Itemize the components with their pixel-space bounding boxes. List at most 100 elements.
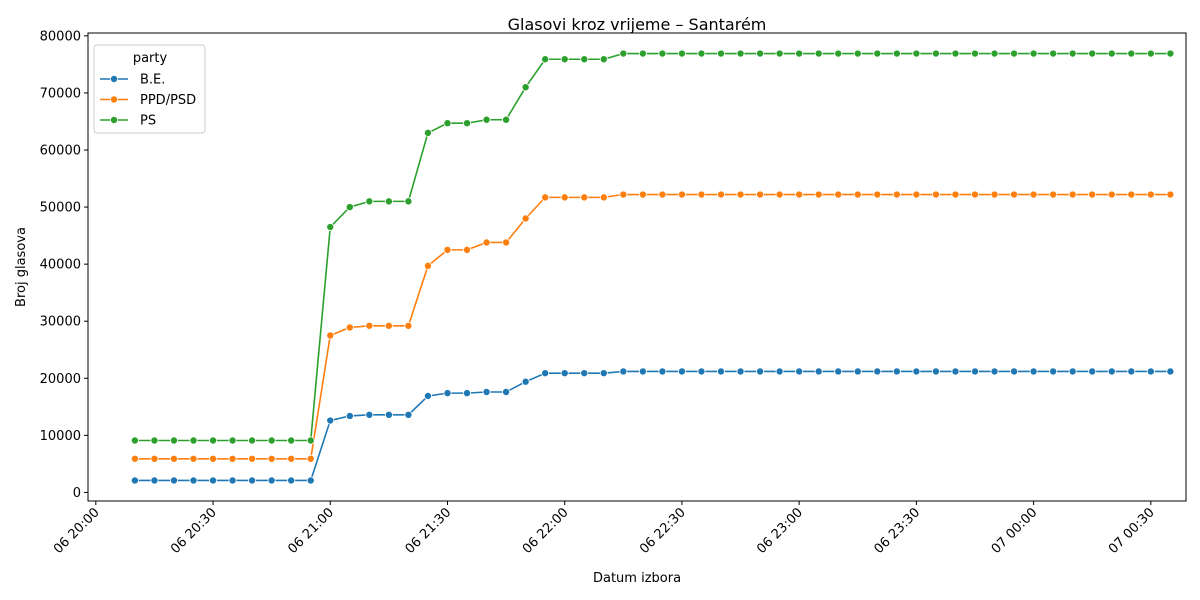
data-point (326, 416, 335, 425)
data-point (756, 367, 765, 376)
data-point (1029, 367, 1038, 376)
y-tick-label: 30000 (40, 315, 81, 330)
series-line (134, 370, 1171, 482)
data-point (1049, 367, 1058, 376)
x-tick-label: 06 22:30 (637, 505, 689, 557)
series-b-e (130, 367, 1175, 485)
data-point (1088, 190, 1097, 199)
data-point (306, 436, 315, 445)
data-point (736, 49, 745, 58)
data-point (795, 49, 804, 58)
data-point (619, 49, 628, 58)
data-point (931, 367, 940, 376)
data-point (970, 367, 979, 376)
data-point (189, 454, 198, 463)
x-tick-label: 07 00:30 (1106, 505, 1158, 557)
data-point (228, 476, 237, 485)
data-point (912, 367, 921, 376)
data-point (189, 476, 198, 485)
data-point (990, 190, 999, 199)
legend-swatch-marker (110, 116, 119, 125)
legend-entry-label: B.E. (140, 73, 165, 88)
data-point (1029, 190, 1038, 199)
data-point (834, 49, 843, 58)
series-line (134, 193, 1171, 460)
data-point (1146, 190, 1155, 199)
data-point (1107, 367, 1116, 376)
data-point (345, 323, 354, 332)
data-point (1049, 190, 1058, 199)
data-point (1010, 49, 1019, 58)
data-point (267, 454, 276, 463)
data-point (248, 476, 257, 485)
data-point (404, 410, 413, 419)
data-point (1049, 49, 1058, 58)
data-point (775, 190, 784, 199)
data-point (443, 245, 452, 254)
data-point (1146, 49, 1155, 58)
series-ps (130, 49, 1175, 445)
data-point (130, 436, 139, 445)
y-tick-label: 60000 (40, 144, 81, 159)
data-point (541, 55, 550, 64)
data-point (677, 367, 686, 376)
data-point (150, 476, 159, 485)
data-point (150, 454, 159, 463)
data-point (404, 321, 413, 330)
data-point (482, 115, 491, 124)
y-tick-label: 70000 (40, 86, 81, 101)
data-point (443, 389, 452, 398)
data-point (599, 193, 608, 202)
data-point (209, 436, 218, 445)
data-point (912, 49, 921, 58)
data-point (1010, 190, 1019, 199)
data-point (931, 49, 940, 58)
data-point (541, 193, 550, 202)
data-point (1010, 367, 1019, 376)
data-point (502, 238, 511, 247)
x-tick-label: 06 21:30 (403, 505, 455, 557)
y-tick-label: 80000 (40, 29, 81, 44)
data-point (658, 367, 667, 376)
data-point (658, 190, 667, 199)
data-point (541, 369, 550, 378)
data-point (736, 190, 745, 199)
data-point (1029, 49, 1038, 58)
data-point (717, 190, 726, 199)
legend: party B.E. PPD/PSD PS (93, 44, 206, 134)
data-point (580, 55, 589, 64)
data-point (892, 190, 901, 199)
plot-frame (87, 32, 1187, 502)
data-point (580, 193, 589, 202)
data-point (1146, 367, 1155, 376)
data-point (482, 238, 491, 247)
data-point (1068, 190, 1077, 199)
data-point (619, 190, 628, 199)
data-point (834, 190, 843, 199)
data-point (599, 55, 608, 64)
x-axis: 06 20:00 06 20:30 06 21:00 06 21:30 06 22:00… (51, 501, 1158, 557)
data-point (189, 436, 198, 445)
data-point (619, 367, 628, 376)
data-point (599, 369, 608, 378)
data-point (736, 367, 745, 376)
legend-entry-label: PPD/PSD (140, 93, 196, 108)
data-point (795, 190, 804, 199)
data-point (990, 367, 999, 376)
data-point (560, 193, 569, 202)
data-point (717, 367, 726, 376)
data-point (443, 119, 452, 128)
data-point (365, 410, 374, 419)
y-tick-label: 40000 (40, 258, 81, 273)
legend-swatch-marker (110, 75, 119, 84)
data-point (814, 367, 823, 376)
data-point (209, 454, 218, 463)
data-point (912, 190, 921, 199)
data-point (1107, 190, 1116, 199)
data-point (795, 367, 804, 376)
data-point (169, 476, 178, 485)
data-point (638, 190, 647, 199)
series-ppd-psd (130, 190, 1175, 463)
data-point (1068, 49, 1077, 58)
